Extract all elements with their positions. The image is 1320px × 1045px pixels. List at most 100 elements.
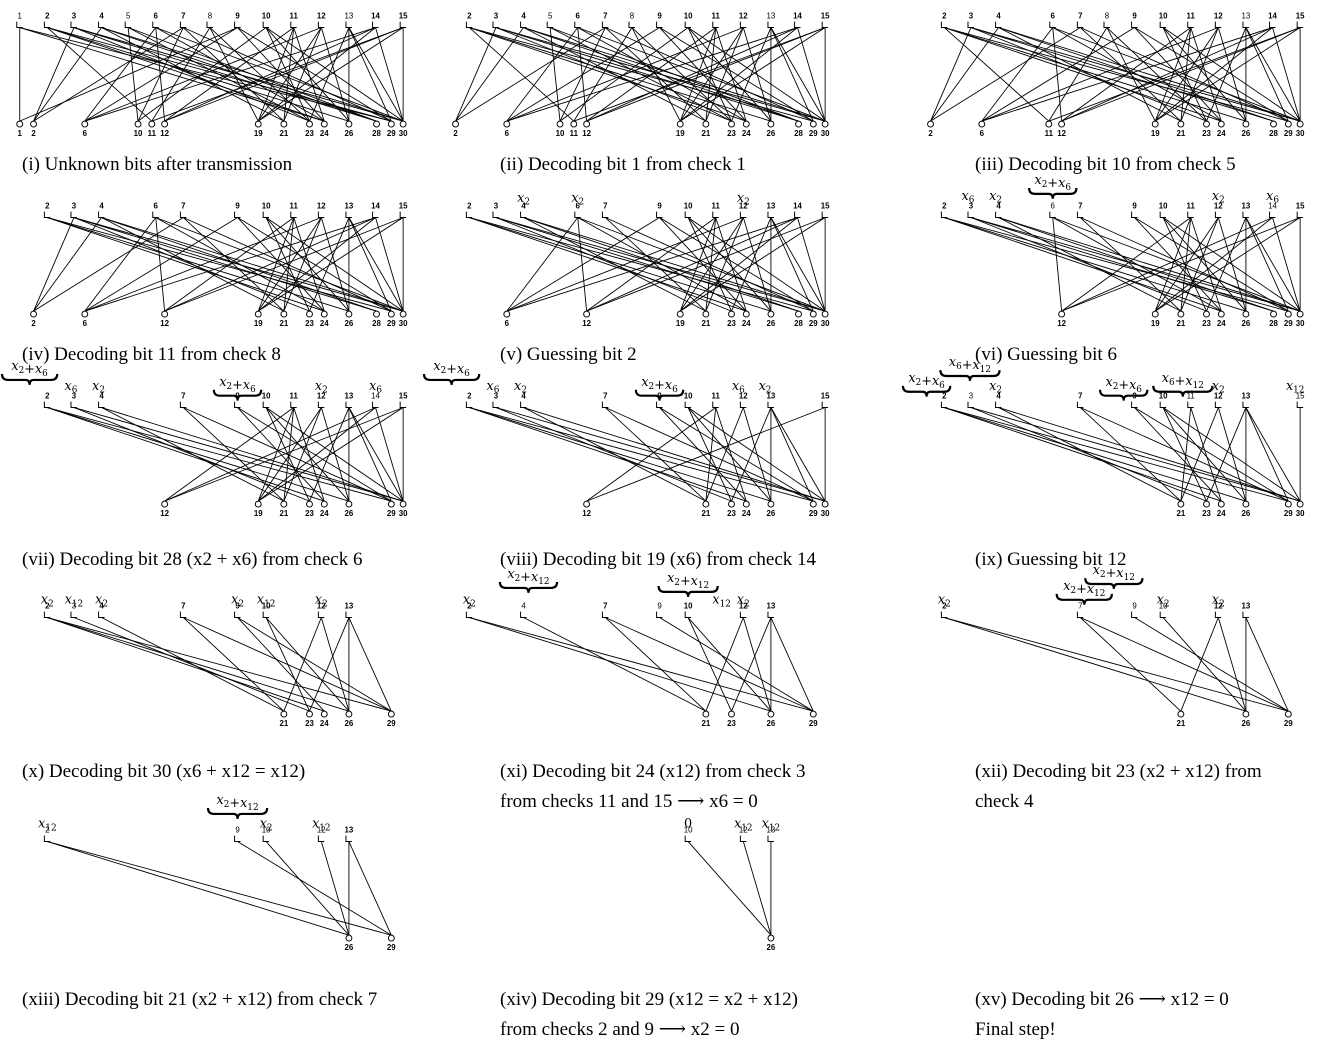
check-label: 4 — [996, 202, 1001, 211]
bit-node — [280, 500, 288, 508]
edge-line — [33, 217, 184, 312]
edge-line — [679, 27, 717, 122]
variable-label: x2 — [571, 191, 584, 208]
check-node — [70, 401, 77, 409]
edge-line — [183, 617, 392, 712]
check-node — [492, 21, 499, 29]
check-node — [767, 401, 774, 409]
edge-line — [283, 407, 322, 502]
check-label: 7 — [181, 392, 186, 401]
check-label: 13 — [1242, 12, 1251, 21]
edge-line — [265, 217, 350, 312]
check-label: 3 — [72, 392, 77, 401]
edge-line — [237, 617, 325, 712]
bit-node — [556, 120, 564, 128]
edge-line — [1048, 27, 1301, 122]
variable-label: x2 — [989, 189, 1002, 206]
edge-line — [257, 27, 322, 122]
bit-node — [767, 500, 775, 508]
edge-line — [797, 27, 826, 122]
bit-node — [161, 310, 169, 318]
bit-node — [702, 710, 710, 718]
edge-line — [155, 217, 404, 312]
edge-line — [523, 407, 707, 502]
edge-line — [101, 617, 285, 712]
check-label: 14 — [371, 12, 380, 21]
edge-line — [1134, 217, 1222, 312]
edge-line — [257, 407, 295, 502]
check-label: 7 — [1078, 202, 1083, 211]
check-label: 13 — [767, 202, 776, 211]
bit-node — [702, 500, 710, 508]
caption-line: from checks 11 and 15 ⟶ x6 = 0 — [500, 791, 758, 812]
variable-label: x2+x6 — [1105, 375, 1142, 395]
check-label: 12 — [1214, 392, 1223, 401]
check-node — [821, 211, 829, 219]
edge-line — [237, 217, 325, 312]
bit-node — [161, 120, 169, 128]
check-node — [794, 211, 801, 219]
edge-line — [101, 217, 377, 312]
edge-line — [1154, 27, 1273, 122]
bit-node — [821, 310, 829, 318]
bit-label: 30 — [399, 509, 408, 518]
bit-label: 26 — [1242, 129, 1251, 138]
check-label: 2 — [467, 202, 472, 211]
bit-node — [387, 710, 395, 718]
check-label: 3 — [494, 392, 499, 401]
bit-node — [503, 120, 511, 128]
edge-line — [320, 841, 350, 936]
edge-line — [1134, 217, 1289, 312]
check-label: 13 — [767, 12, 776, 21]
bit-label: 6 — [980, 129, 985, 138]
caption-line: (xiv) Decoding bit 29 (x12 = x2 + x12) — [500, 989, 798, 1010]
edge-line — [469, 407, 814, 502]
edge-line — [944, 617, 1247, 712]
edge-line — [687, 27, 772, 122]
edge-line — [944, 407, 1289, 502]
bit-node — [742, 310, 750, 318]
edge-line — [164, 407, 404, 502]
bit-label: 2 — [453, 129, 458, 138]
bit-node — [387, 120, 395, 128]
check-label: 11 — [1187, 202, 1196, 211]
variable-label: x12 — [65, 593, 84, 610]
check-node — [940, 611, 948, 619]
check-node — [98, 211, 105, 219]
caption-line: (x) Decoding bit 30 (x6 + x12 = x12) — [22, 761, 306, 782]
bit-label: 29 — [1284, 129, 1293, 138]
check-node — [98, 611, 105, 619]
bit-label: 19 — [676, 129, 685, 138]
check-node — [821, 401, 829, 409]
check-label: 4 — [521, 202, 526, 211]
bit-node — [1151, 310, 1159, 318]
bit-label: 21 — [279, 319, 288, 328]
edge-line — [1206, 217, 1247, 312]
edge-line — [209, 27, 259, 122]
edge-line — [506, 27, 579, 122]
caption-line: (ii) Decoding bit 1 from check 1 — [500, 154, 746, 175]
edge-line — [47, 617, 350, 712]
bit-label: 24 — [320, 719, 329, 728]
bit-node — [583, 120, 591, 128]
edge-line — [586, 27, 798, 122]
check-node — [1269, 21, 1276, 29]
bit-node — [254, 120, 262, 128]
edge-line — [998, 217, 1301, 312]
edge-line — [1162, 217, 1301, 312]
check-label: 12 — [1214, 202, 1223, 211]
check-node — [628, 21, 635, 29]
check-label: 4 — [99, 202, 104, 211]
check-label: 6 — [576, 12, 581, 21]
check-node — [546, 21, 554, 29]
check-label: 2 — [45, 602, 50, 611]
variable-label: x6 — [487, 379, 500, 396]
edge-line — [679, 217, 717, 312]
edge-line — [506, 217, 660, 312]
check-node — [124, 21, 132, 29]
edge-line — [257, 217, 376, 312]
edge-line — [659, 617, 814, 712]
check-node — [684, 611, 692, 619]
